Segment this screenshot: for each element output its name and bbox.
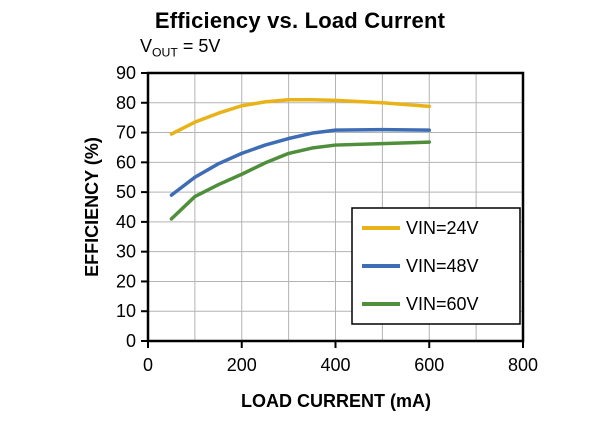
x-axis-title: LOAD CURRENT (mA) bbox=[241, 391, 431, 411]
y-tick-label: 10 bbox=[116, 301, 136, 321]
legend: VIN=24V VIN=48V VIN=60V bbox=[351, 207, 521, 325]
efficiency-line-chart: 0 200 400 600 800 0 10 20 30 40 50 60 70 80 90 LOAD CU… bbox=[82, 63, 538, 411]
subtitle-symbol: V bbox=[140, 36, 153, 56]
chart-title: Efficiency vs. Load Current bbox=[154, 8, 446, 33]
series-lines bbox=[169, 98, 431, 221]
y-tick-label: 50 bbox=[116, 182, 136, 202]
y-tick-label: 30 bbox=[116, 242, 136, 262]
legend-label: VIN=48V bbox=[406, 256, 479, 276]
x-tick-label: 400 bbox=[320, 355, 350, 375]
tick-labels: 0 200 400 600 800 0 10 20 30 40 50 60 70 80 90 bbox=[116, 63, 538, 375]
y-axis-title: EFFICIENCY (%) bbox=[82, 137, 102, 277]
legend-label: VIN=60V bbox=[406, 294, 479, 314]
x-tick-label: 600 bbox=[414, 355, 444, 375]
y-tick-label: 40 bbox=[116, 212, 136, 232]
x-tick-label: 200 bbox=[227, 355, 257, 375]
series-line bbox=[169, 140, 431, 221]
series-line bbox=[169, 98, 431, 136]
y-tick-label: 60 bbox=[116, 152, 136, 172]
subtitle-value: = 5V bbox=[177, 36, 221, 56]
tick-marks bbox=[141, 72, 524, 348]
legend-label: VIN=24V bbox=[406, 218, 479, 238]
y-tick-label: 0 bbox=[126, 331, 136, 351]
x-tick-label: 800 bbox=[508, 355, 538, 375]
y-tick-label: 70 bbox=[116, 123, 136, 143]
y-tick-label: 90 bbox=[116, 63, 136, 83]
series-line bbox=[169, 127, 431, 197]
chart-subtitle: VOUT = 5V bbox=[140, 36, 600, 60]
y-tick-label: 80 bbox=[116, 93, 136, 113]
y-tick-label: 20 bbox=[116, 271, 136, 291]
x-tick-label: 0 bbox=[143, 355, 153, 375]
subtitle-subscript: OUT bbox=[152, 45, 178, 60]
